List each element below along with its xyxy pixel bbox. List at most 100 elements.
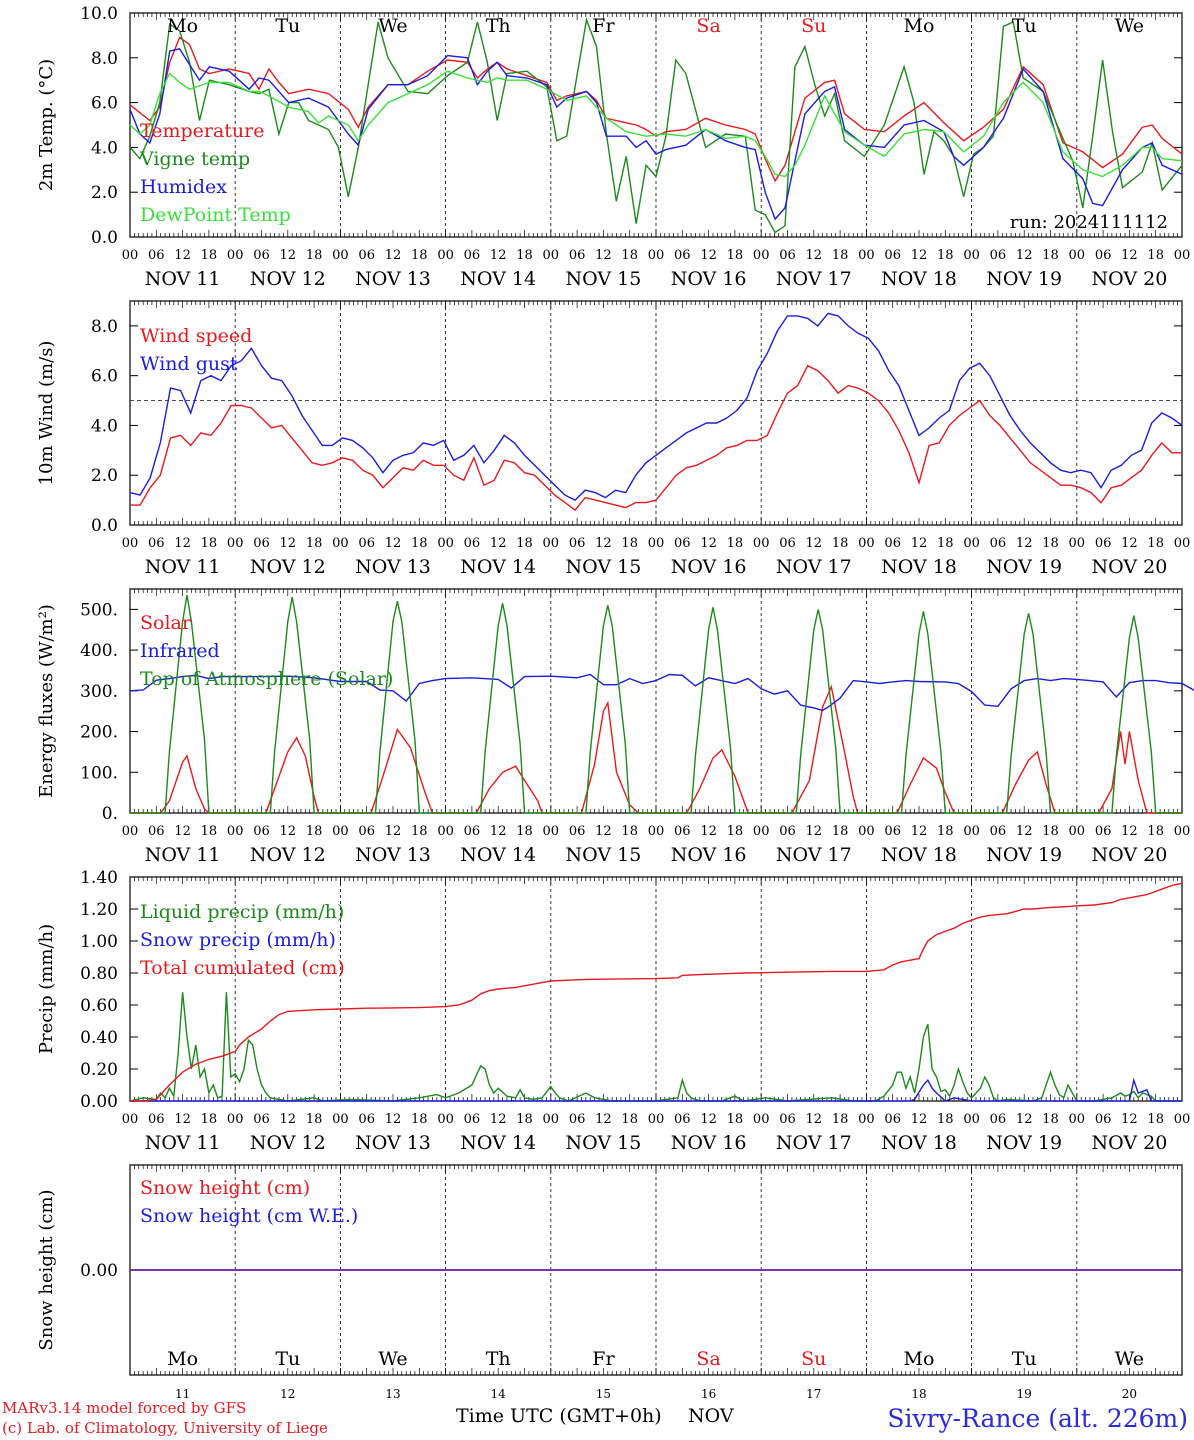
x-hour-tick: 00: [963, 824, 980, 839]
x-hour-tick: 12: [174, 1112, 191, 1127]
x-hour-tick: 12: [1016, 248, 1033, 263]
x-hour-tick: 06: [148, 248, 165, 263]
x-date-label: NOV 12: [250, 556, 326, 578]
x-hour-tick: 06: [358, 1112, 375, 1127]
series-line: [130, 594, 1182, 814]
y-tick-label: 2.0: [91, 466, 118, 486]
day-number-label: 11: [175, 1387, 190, 1401]
x-hour-tick: 18: [201, 824, 218, 839]
x-hour-tick: 12: [595, 1112, 612, 1127]
x-hour-tick: 06: [884, 248, 901, 263]
x-hour-tick: 12: [806, 248, 823, 263]
y-tick-label: 500.: [80, 600, 118, 620]
x-hour-tick: 00: [648, 824, 665, 839]
x-hour-tick: 12: [1121, 1112, 1138, 1127]
x-hour-tick: 06: [358, 824, 375, 839]
x-hour-tick: 18: [1147, 824, 1164, 839]
x-hour-tick: 00: [753, 824, 770, 839]
x-hour-tick: 06: [569, 536, 586, 551]
x-hour-tick: 06: [148, 1112, 165, 1127]
x-hour-tick: 12: [1016, 536, 1033, 551]
x-date-label: NOV 15: [565, 268, 641, 290]
x-hour-tick: 12: [595, 824, 612, 839]
day-number-label: 16: [701, 1387, 716, 1401]
x-hour-tick: 12: [490, 824, 507, 839]
x-hour-tick: 12: [385, 248, 402, 263]
series-line: [130, 364, 1182, 512]
y-tick-label: 400.: [80, 641, 118, 661]
series-line: [129, 673, 1194, 712]
x-hour-tick: 06: [148, 824, 165, 839]
x-hour-tick: 18: [727, 248, 744, 263]
x-hour-tick: 00: [1069, 536, 1086, 551]
x-hour-tick: 12: [700, 248, 717, 263]
y-axis-label: 2m Temp. (°C): [36, 59, 57, 191]
x-date-label: NOV 20: [1091, 1132, 1167, 1154]
x-date-label: NOV 14: [460, 556, 536, 578]
weekday-label: Sa: [696, 15, 720, 37]
legend-entry: Infrared: [140, 640, 220, 662]
x-hour-tick: 18: [937, 536, 954, 551]
x-hour-tick: 06: [779, 824, 796, 839]
x-date-label: NOV 17: [776, 556, 852, 578]
y-tick-label: 4.0: [91, 138, 118, 158]
y-tick-label: 300.: [80, 682, 118, 702]
x-hour-tick: 06: [1095, 824, 1112, 839]
x-hour-tick: 06: [990, 1112, 1007, 1127]
x-hour-tick: 12: [806, 1112, 823, 1127]
x-hour-tick: 12: [490, 536, 507, 551]
y-tick-label: 0.: [102, 804, 118, 824]
series-line: [129, 48, 1183, 221]
x-date-label: NOV 20: [1091, 556, 1167, 578]
weekday-label: Mo: [167, 15, 198, 37]
x-hour-tick: 00: [437, 1112, 454, 1127]
station-name: Sivry-Rance (alt. 226m): [887, 1404, 1188, 1433]
x-hour-tick: 00: [1069, 1112, 1086, 1127]
x-hour-tick: 18: [727, 536, 744, 551]
x-hour-tick: 00: [332, 1112, 349, 1127]
time-axis-label: Time UTC (GMT+0h): [456, 1405, 662, 1427]
x-hour-tick: 18: [306, 824, 323, 839]
x-hour-tick: 00: [543, 1112, 560, 1127]
x-date-label: NOV 19: [986, 844, 1062, 866]
x-hour-tick: 06: [674, 824, 691, 839]
x-hour-tick: 00: [1069, 824, 1086, 839]
panel-3: [129, 588, 1194, 814]
x-date-label: NOV 16: [671, 556, 747, 578]
y-tick-label: 6.0: [91, 94, 118, 114]
x-hour-tick: 12: [385, 824, 402, 839]
y-tick-label: 6.0: [91, 367, 118, 387]
x-hour-tick: 06: [674, 1112, 691, 1127]
x-hour-tick: 18: [516, 1112, 533, 1127]
x-hour-tick: 18: [937, 824, 954, 839]
y-tick-label: 1.20: [80, 900, 118, 920]
x-hour-tick: 12: [1121, 824, 1138, 839]
x-date-label: NOV 18: [881, 1132, 957, 1154]
x-hour-tick: 18: [411, 824, 428, 839]
x-hour-tick: 18: [937, 1112, 954, 1127]
x-hour-tick: 18: [1147, 1112, 1164, 1127]
day-number-label: 15: [596, 1387, 611, 1401]
x-date-label: NOV 14: [460, 268, 536, 290]
series-line: [130, 1077, 1182, 1102]
x-hour-tick: 12: [1121, 248, 1138, 263]
y-axis-label: Snow height (cm): [36, 1189, 57, 1350]
x-date-label: NOV 19: [986, 268, 1062, 290]
x-hour-tick: 06: [464, 824, 481, 839]
model-credit: MARv3.14 model forced by GFS: [2, 1399, 247, 1417]
x-hour-tick: 00: [543, 824, 560, 839]
day-number-label: 20: [1122, 1387, 1137, 1401]
weekday-label: Th: [486, 15, 511, 37]
panel-2: [129, 300, 1183, 526]
day-number-label: 18: [911, 1387, 926, 1401]
day-number-label: 14: [491, 1387, 507, 1401]
lab-credit: (c) Lab. of Climatology, University of L…: [2, 1419, 328, 1437]
x-hour-tick: 18: [201, 536, 218, 551]
y-tick-label: 200.: [80, 723, 118, 743]
x-hour-tick: 18: [1042, 248, 1059, 263]
y-tick-label: 8.0: [91, 317, 118, 337]
x-date-label: NOV 13: [355, 844, 431, 866]
y-tick-label: 100.: [80, 763, 118, 783]
day-number-label: 12: [280, 1387, 295, 1401]
x-hour-tick: 18: [201, 1112, 218, 1127]
